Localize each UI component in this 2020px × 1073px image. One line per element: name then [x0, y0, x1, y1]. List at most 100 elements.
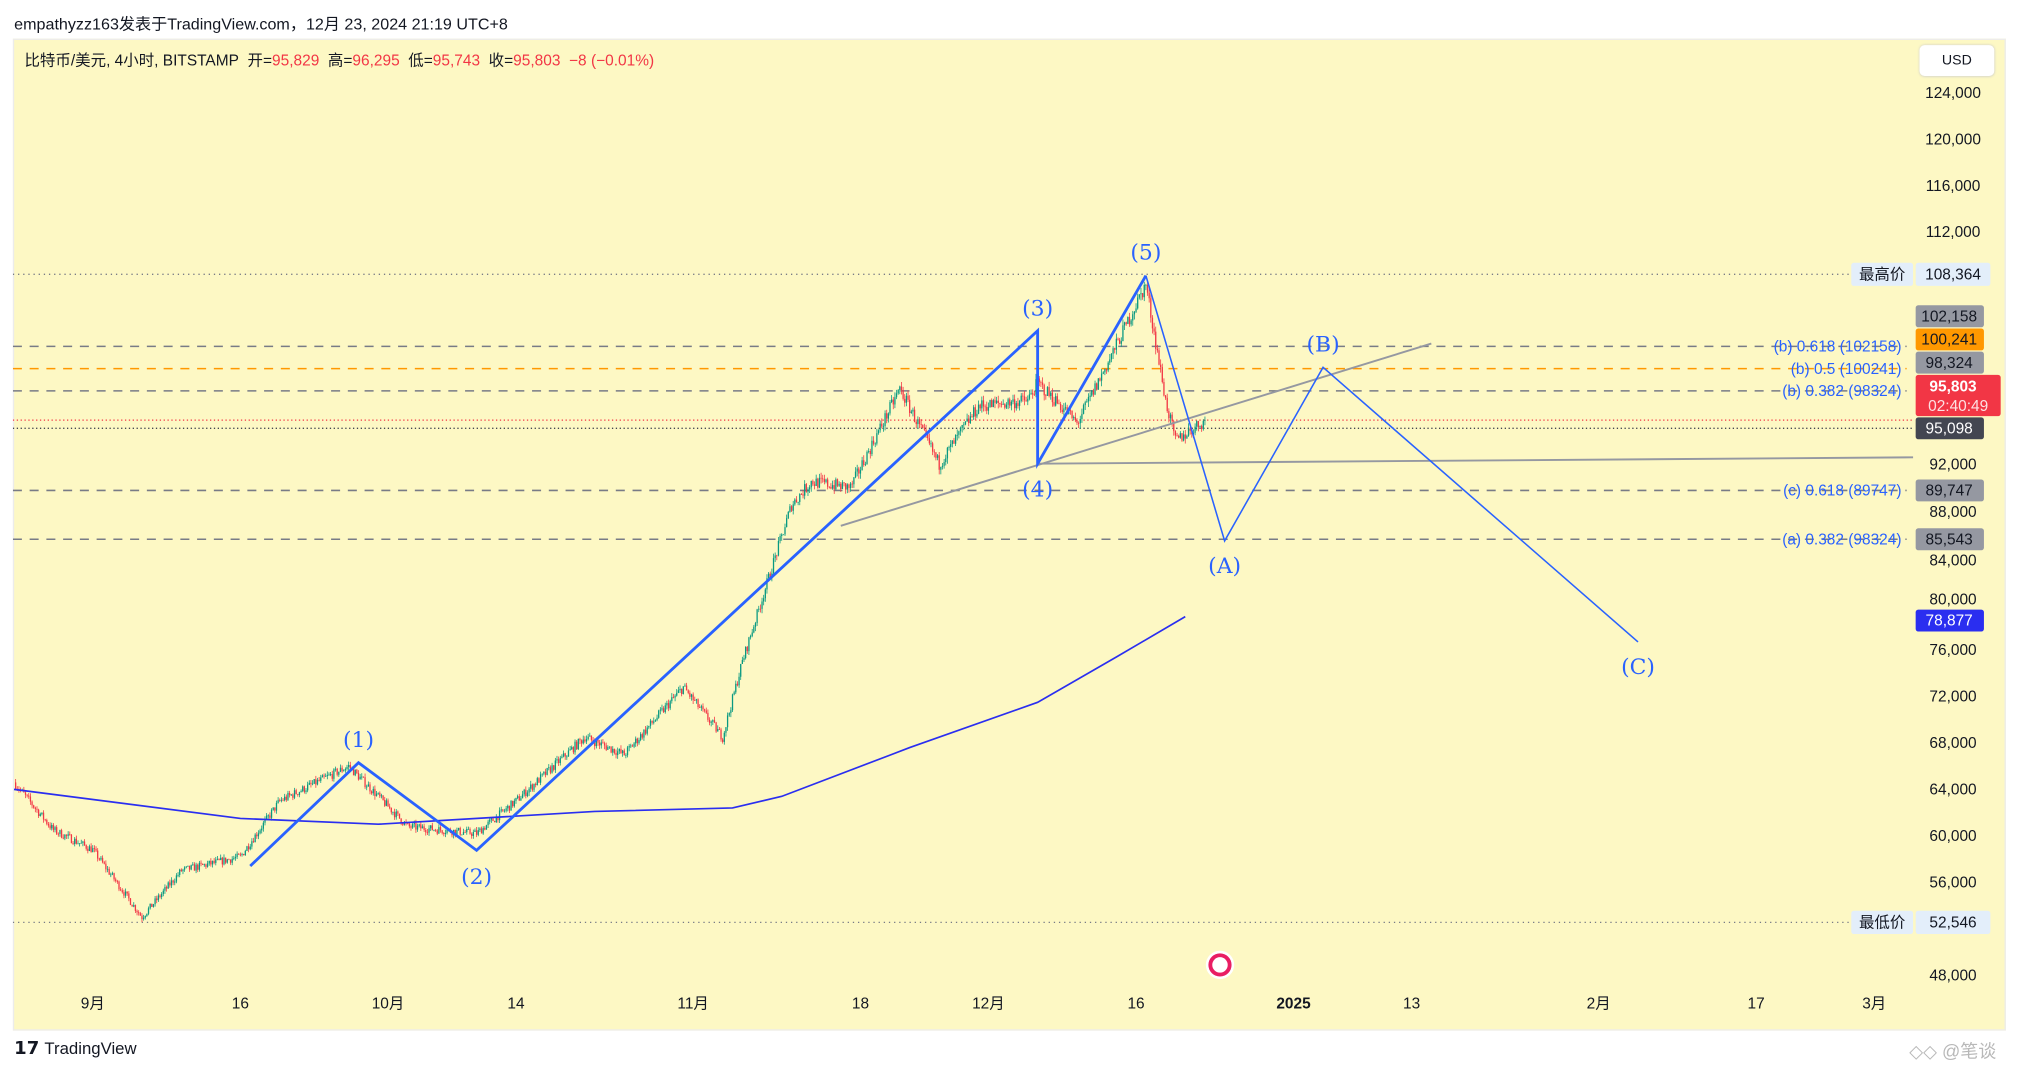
wave-label: (3): [1022, 296, 1053, 321]
candle-body: [413, 823, 415, 825]
candle-body: [1199, 426, 1201, 428]
candle-body: [244, 850, 246, 856]
candle-body: [958, 431, 960, 435]
candles: [15, 281, 1206, 923]
candle-body: [203, 864, 205, 866]
candle-body: [807, 489, 809, 492]
candle-body: [1084, 402, 1086, 406]
candle-body: [247, 846, 250, 850]
candle-body: [1055, 396, 1057, 406]
candle-body: [1059, 403, 1062, 410]
candle-body: [200, 862, 202, 864]
currency-button[interactable]: USD: [1919, 45, 1995, 77]
candle-body: [98, 858, 100, 860]
candle-body: [917, 419, 919, 425]
candle-body: [785, 518, 788, 528]
candle-body: [261, 828, 263, 831]
candle-body: [156, 898, 158, 901]
candle-body: [513, 800, 515, 807]
candle-body: [229, 859, 232, 863]
last-price-tag: 95,803: [1929, 379, 1977, 396]
candle-body: [223, 857, 225, 865]
candle-body: [228, 859, 230, 861]
footer-logo[interactable]: 𝟭𝟳 TradingView: [14, 1037, 136, 1059]
candle-body: [472, 831, 474, 836]
candle-body: [1112, 348, 1114, 354]
flag-center-icon: [1212, 957, 1228, 973]
candle-body: [438, 827, 440, 834]
chart-pane[interactable]: [12, 38, 2006, 1031]
candle-body: [162, 890, 164, 894]
candle-body: [213, 860, 215, 863]
candle-body: [416, 825, 419, 830]
candle-body: [672, 697, 675, 699]
candle-body: [1051, 392, 1054, 403]
candle-body: [461, 834, 463, 836]
candle-body: [1148, 292, 1150, 299]
candle-body: [90, 846, 92, 853]
candle-body: [246, 846, 248, 851]
candle-body: [790, 506, 793, 511]
wave-label: (2): [461, 865, 492, 890]
candle-body: [265, 815, 268, 820]
candle-body: [597, 739, 599, 743]
candle-body: [1155, 331, 1157, 349]
candle-body: [708, 719, 711, 723]
candle-body: [521, 794, 524, 799]
candle-body: [157, 895, 160, 901]
candle-body: [690, 694, 693, 697]
candle-body: [551, 765, 553, 773]
open-label: 开=: [247, 51, 273, 70]
time-axis-label: 10月: [372, 996, 405, 1013]
price-axis-label: 68,000: [1929, 735, 1976, 752]
candle-body: [715, 722, 717, 732]
ma-price-tag-bg: [1915, 609, 1984, 632]
moving-average-line: [13, 615, 1186, 826]
candle-body: [123, 892, 125, 896]
candle-body: [54, 827, 56, 830]
wave-label: (4): [1022, 477, 1053, 502]
candle-body: [617, 751, 619, 756]
candle-body: [576, 741, 578, 750]
candle-body: [1094, 383, 1096, 395]
trend-line: [1037, 456, 1914, 465]
candle-body: [717, 729, 719, 732]
candle-body: [848, 484, 850, 488]
candle-body: [152, 904, 155, 907]
candle-body: [307, 784, 309, 791]
candle-body: [971, 416, 973, 418]
candle-body: [415, 823, 417, 830]
symbol-title[interactable]: 比特币/美元, 4小时, BITSTAMP: [24, 51, 239, 70]
candle-body: [899, 386, 901, 390]
candle-body: [436, 830, 438, 834]
candle-body: [931, 443, 934, 452]
candle-body: [1053, 402, 1055, 406]
candle-body: [736, 683, 739, 686]
candle-body: [859, 470, 862, 474]
candle-body: [195, 864, 197, 871]
candle-body: [662, 708, 665, 713]
candle-body: [886, 413, 888, 419]
candle-body: [738, 676, 740, 686]
candle-body: [341, 767, 343, 772]
candle-body: [280, 799, 283, 801]
candle-body: [1061, 409, 1063, 413]
candle-body: [602, 742, 604, 744]
candle-body: [1174, 431, 1177, 436]
candle-body: [492, 818, 494, 822]
candle-body: [845, 483, 847, 490]
candle-body: [538, 778, 540, 783]
candle-body: [1089, 395, 1091, 397]
candle-body: [805, 484, 807, 492]
candle-body: [51, 824, 53, 829]
candle-body: [695, 699, 698, 701]
candle-body: [180, 869, 182, 872]
candle-body: [1156, 348, 1159, 351]
candle-body: [1081, 413, 1083, 419]
candle-body: [87, 848, 89, 851]
candle-body: [510, 800, 512, 811]
candle-body: [110, 874, 112, 876]
candle-body: [982, 400, 985, 407]
